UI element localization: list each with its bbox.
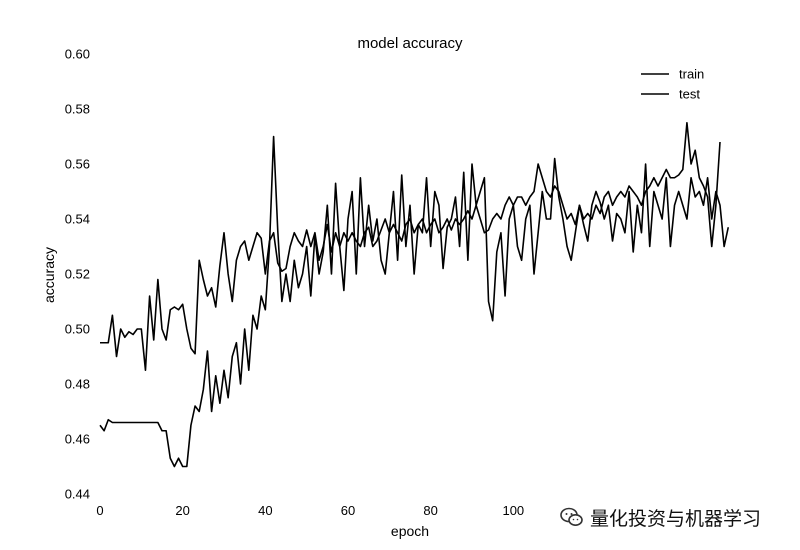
watermark-text: 量化投资与机器学习 [590,507,762,530]
y-tick-label: 0.60 [65,47,90,62]
y-tick-label: 0.52 [65,267,90,282]
x-tick-label: 40 [258,503,272,518]
y-tick-label: 0.58 [65,102,90,117]
series-lines [99,121,730,468]
y-tick-label: 0.46 [65,432,90,447]
x-tick-label: 60 [341,503,355,518]
x-axis-title: epoch [391,523,429,539]
y-tick-label: 0.44 [65,487,90,502]
chart-title: model accuracy [357,35,463,52]
wechat-icon [560,507,583,526]
y-axis-title: accuracy [41,247,57,303]
series-line-test [99,135,730,468]
x-tick-label: 0 [96,503,103,518]
legend-label-test: test [679,87,700,102]
x-tick-label: 100 [502,503,524,518]
legend-label-train: train [679,67,704,82]
x-tick-label: 20 [175,503,189,518]
y-tick-label: 0.56 [65,157,90,172]
watermark: 量化投资与机器学习 [556,500,766,534]
y-tick-label: 0.48 [65,377,90,392]
y-axis: 0.44 0.46 0.48 0.50 0.52 0.54 0.56 0.58 0.60 [65,47,90,502]
x-axis: 0 20 40 60 80 100 [96,503,524,518]
series-line-train [100,121,721,372]
legend: train test [641,67,704,102]
x-tick-label: 80 [423,503,437,518]
y-tick-label: 0.54 [65,212,90,227]
y-tick-label: 0.50 [65,322,90,337]
